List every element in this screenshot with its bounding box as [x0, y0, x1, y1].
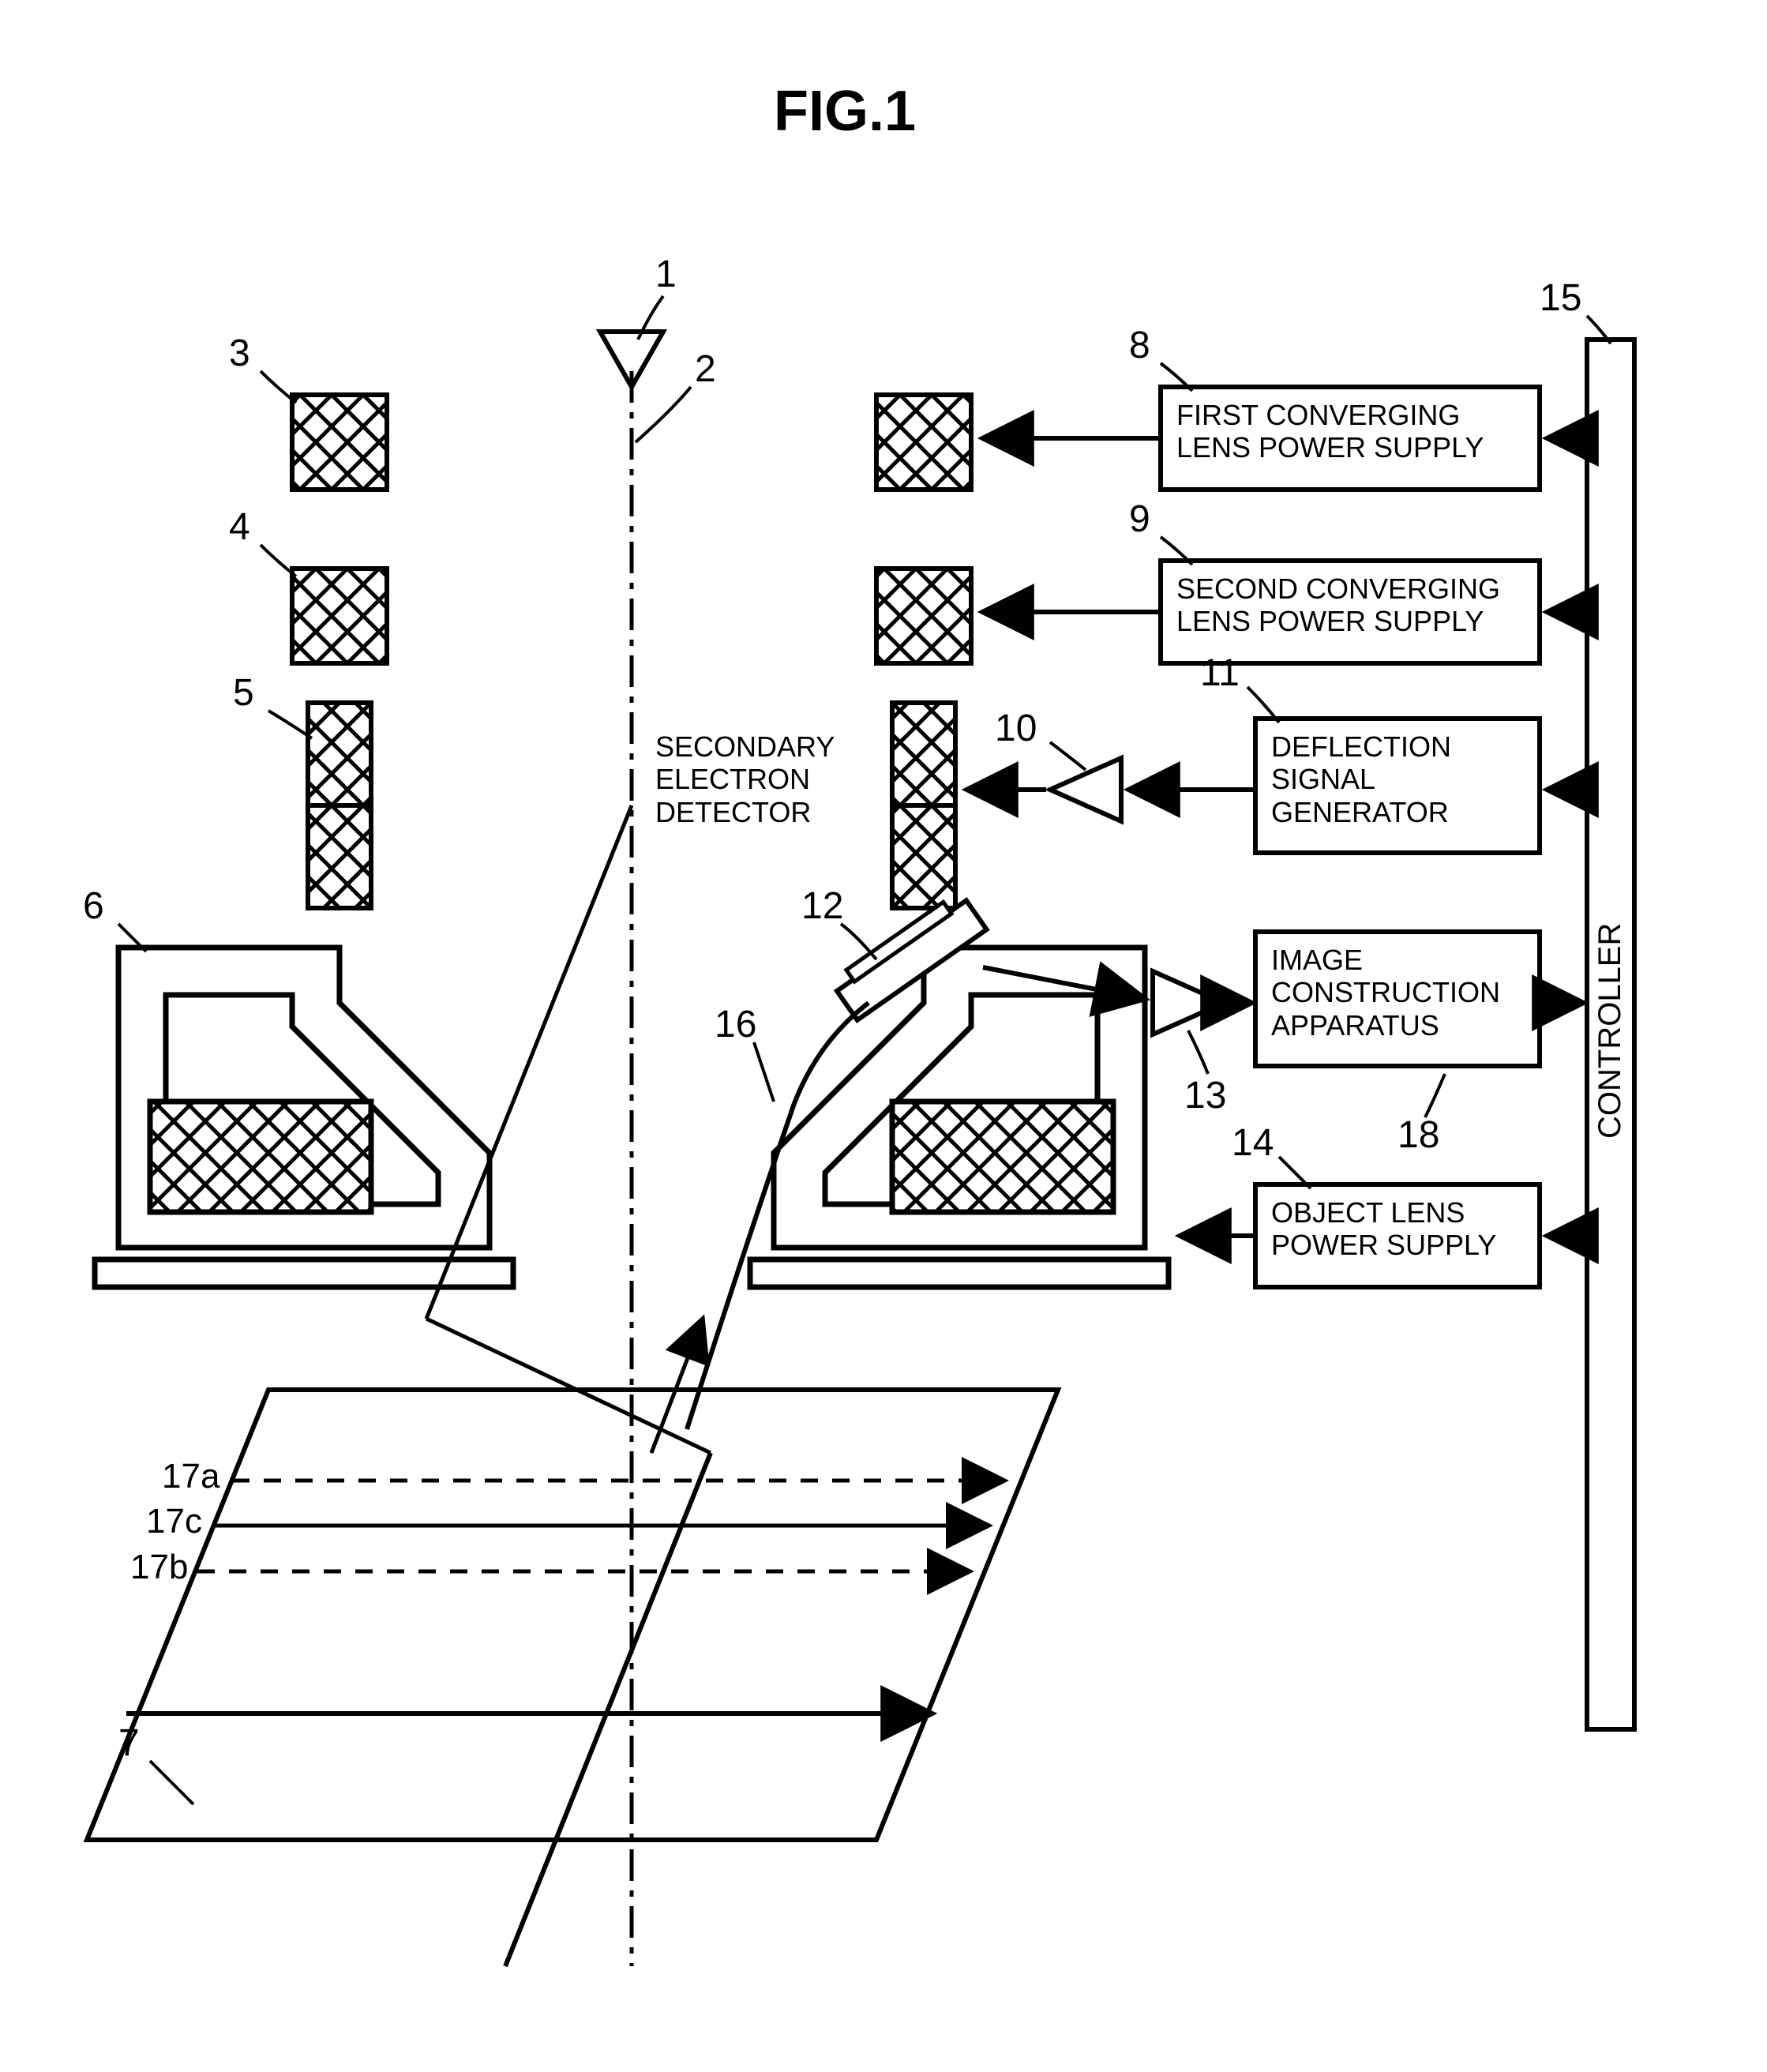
sample-plane — [87, 1390, 1058, 1966]
diagram-svg — [0, 0, 1767, 2072]
right-lens-4b — [876, 569, 971, 663]
left-pole-piece-6 — [95, 948, 513, 1287]
label-10: 10 — [995, 707, 1037, 750]
leader-2 — [636, 387, 691, 442]
diagram-canvas: FIG.1 — [0, 0, 1767, 2072]
secondary-electron-path — [687, 1003, 868, 1429]
left-lens-3 — [292, 395, 387, 490]
label-11: 11 — [1200, 651, 1240, 695]
text-object-lens: OBJECT LENS POWER SUPPLY — [1271, 1196, 1496, 1262]
leader-4 — [261, 545, 296, 576]
amplifier-10 — [1050, 758, 1121, 821]
label-7: 7 — [118, 1721, 140, 1765]
text-deflection: DEFLECTION SIGNAL GENERATOR — [1271, 730, 1451, 828]
right-lens-3b — [876, 395, 971, 490]
amplifier-13 — [1153, 971, 1224, 1034]
text-image-app: IMAGE CONSTRUCTION APPARATUS — [1271, 944, 1500, 1042]
label-5: 5 — [233, 671, 254, 715]
label-1: 1 — [655, 253, 677, 296]
text-first-lens: FIRST CONVERGING LENS POWER SUPPLY — [1176, 399, 1484, 464]
label-13: 13 — [1184, 1074, 1226, 1117]
label-14: 14 — [1232, 1121, 1274, 1165]
label-17c: 17c — [146, 1502, 202, 1541]
left-lens-4 — [292, 569, 387, 663]
label-16: 16 — [715, 1003, 756, 1046]
label-9: 9 — [1129, 497, 1150, 541]
label-8: 8 — [1129, 324, 1150, 367]
label-3: 3 — [229, 332, 250, 375]
leader-5 — [268, 711, 312, 738]
label-4: 4 — [229, 505, 250, 549]
label-17b: 17b — [130, 1548, 188, 1587]
label-2: 2 — [695, 347, 716, 391]
leader-3 — [261, 371, 296, 403]
left-deflector-5 — [308, 703, 371, 908]
text-controller: CONTROLLER — [1593, 853, 1628, 1208]
right-deflector — [892, 703, 955, 908]
label-12: 12 — [801, 884, 843, 928]
label-6: 6 — [83, 884, 104, 928]
label-18: 18 — [1397, 1113, 1439, 1157]
leader-16 — [754, 1042, 774, 1102]
text-sec-detector: SECONDARY ELECTRON DETECTOR — [655, 730, 835, 828]
label-17a: 17a — [162, 1457, 219, 1496]
blocks — [1161, 387, 1540, 1287]
label-15: 15 — [1540, 276, 1581, 320]
leader-7 — [150, 1761, 193, 1804]
text-second-lens: SECOND CONVERGING LENS POWER SUPPLY — [1176, 572, 1500, 638]
right-pole-piece — [750, 948, 1169, 1287]
